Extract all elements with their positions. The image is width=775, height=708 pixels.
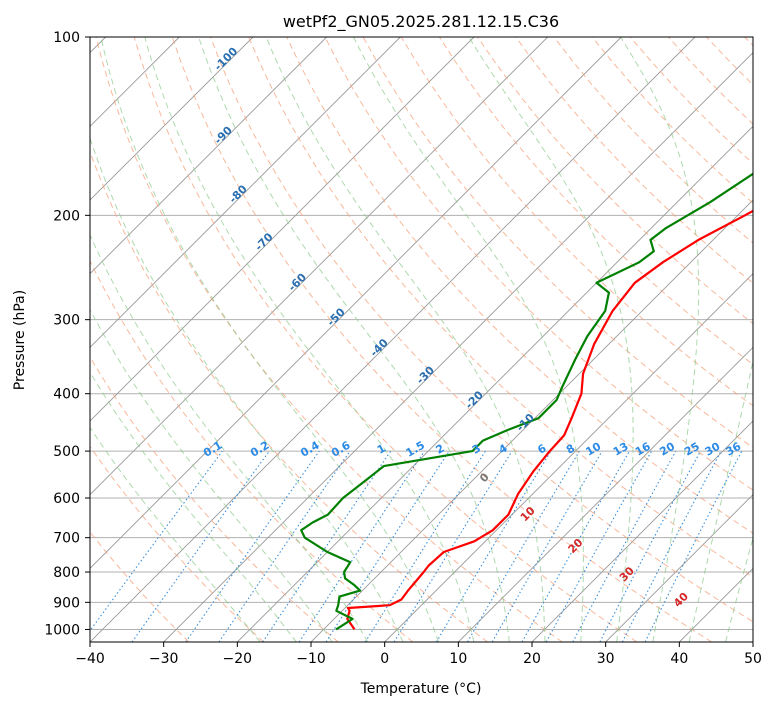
mixing-ratio-line — [325, 450, 450, 642]
moist-adiabat — [688, 358, 753, 642]
dry-adiabat — [286, 37, 753, 534]
isotherm-line — [237, 125, 753, 642]
isobar-grid — [90, 37, 753, 630]
dry-adiabat — [90, 356, 339, 642]
mixing-ratio-line — [545, 450, 653, 642]
isotherm-line — [163, 52, 753, 642]
x-axis: −40 −30 −20 −10 0 10 20 30 40 50 — [75, 642, 762, 667]
isotherm-grid — [90, 37, 753, 642]
mixing-ratio-line — [262, 450, 392, 642]
dry-adiabat — [90, 445, 264, 642]
plot-frame — [89, 36, 754, 643]
dry-adiabat — [171, 37, 712, 642]
moist-adiabat — [468, 37, 634, 642]
moist-adiabat — [90, 308, 333, 642]
dry-adiabat — [248, 37, 753, 578]
moist-adiabat — [198, 37, 510, 642]
mixing-ratio-line — [90, 450, 223, 632]
isotherm-line — [384, 273, 753, 642]
x-tick-label: 20 — [523, 651, 541, 667]
mixing-ratio-lines — [90, 450, 743, 642]
mixing-ratio-line — [185, 450, 320, 642]
isotherm-line — [90, 37, 548, 496]
isotherm-line — [605, 494, 753, 642]
y-tick-label: 800 — [53, 565, 80, 581]
y-tick-label: 400 — [53, 387, 80, 403]
y-tick-label: 500 — [53, 444, 80, 460]
profile-series — [300, 172, 753, 631]
dry-adiabat — [515, 37, 753, 284]
isotherm-line — [90, 37, 696, 642]
isotherm-line — [90, 37, 622, 569]
plot-area — [90, 37, 753, 642]
isotherm-line — [90, 37, 401, 348]
dry-adiabat — [133, 37, 638, 642]
isotherm-line — [458, 346, 753, 642]
moist-adiabat — [265, 37, 546, 642]
moist-adiabat — [725, 536, 753, 642]
y-tick-label: 700 — [53, 531, 80, 547]
dewpoint-profile — [300, 172, 753, 631]
moist-adiabat — [90, 426, 261, 642]
dry-adiabat — [90, 259, 414, 642]
x-tick-label: −30 — [149, 651, 179, 667]
y-tick-label: 900 — [53, 595, 80, 611]
dry-adiabat — [324, 37, 753, 491]
moist-adiabat — [90, 371, 297, 642]
x-tick-label: 30 — [597, 651, 615, 667]
mixing-ratio-line — [131, 450, 270, 642]
isotherm-line — [531, 420, 753, 642]
y-tick-label: 1000 — [44, 622, 80, 638]
y-tick-label: 300 — [53, 313, 80, 329]
moist-adiabats — [90, 37, 753, 642]
isotherm-line — [90, 37, 327, 275]
x-tick-label: −20 — [223, 651, 253, 667]
isotherm-line — [90, 37, 475, 422]
x-tick-label: −10 — [296, 651, 326, 667]
x-tick-label: 40 — [670, 651, 688, 667]
mixing-ratio-line — [393, 450, 513, 642]
moist-adiabat — [100, 37, 439, 642]
y-tick-label: 600 — [53, 491, 80, 507]
x-tick-label: 10 — [449, 651, 467, 667]
x-axis-title: Temperature (°C) — [360, 681, 482, 697]
temperature-profile — [346, 209, 753, 631]
moist-adiabat — [353, 37, 584, 642]
moist-adiabat — [620, 37, 700, 642]
y-tick-label: 100 — [53, 30, 80, 46]
chart-title: wetPf2_GN05.2025.281.12.15.C36 — [283, 12, 559, 32]
mixing-ratio-line — [572, 450, 677, 642]
dry-adiabats — [90, 37, 753, 642]
y-tick-label: 200 — [53, 208, 80, 224]
dry-adiabat — [210, 37, 753, 623]
mixing-ratio-line — [521, 450, 630, 642]
mixing-ratio-line — [218, 450, 351, 642]
x-tick-label: 0 — [380, 651, 389, 667]
y-axis: 100 200 300 400 500 600 700 800 900 1000 — [44, 30, 90, 638]
dry-adiabat — [95, 37, 563, 642]
isotherm-line — [90, 37, 254, 201]
y-axis-title: Pressure (hPa) — [12, 290, 28, 390]
moist-adiabat — [90, 233, 369, 642]
x-tick-label: 50 — [744, 651, 762, 667]
x-tick-label: −40 — [75, 651, 105, 667]
mixing-ratio-line — [644, 450, 743, 642]
moist-adiabat — [144, 37, 475, 642]
